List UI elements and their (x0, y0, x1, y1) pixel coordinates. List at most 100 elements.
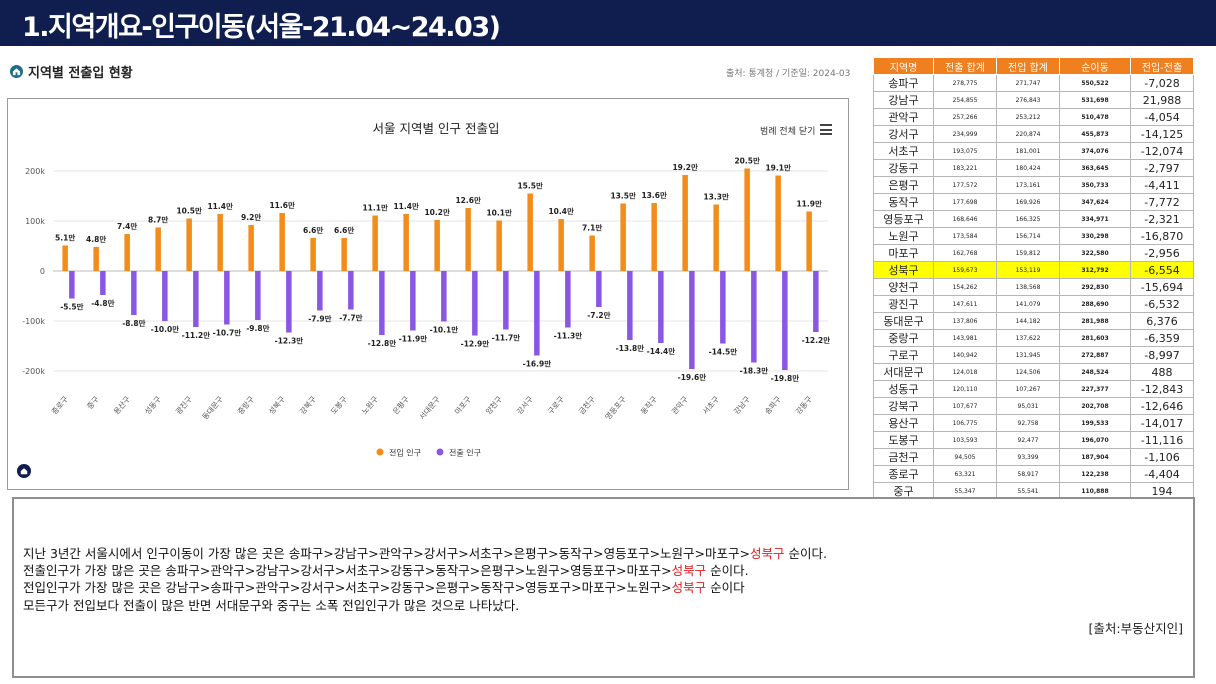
legend-out-marker (436, 448, 444, 456)
bar-in[interactable] (186, 218, 192, 272)
bar-out[interactable] (441, 271, 447, 322)
table-row: 양천구 154,262 138,568 292,830 -15,694 (873, 278, 1194, 296)
table-cell-diff: -6,532 (1130, 295, 1194, 313)
x-tick-label: 중구 (85, 394, 101, 410)
data-label: 10.5만 (176, 206, 202, 216)
bar-in[interactable] (434, 220, 440, 271)
bar-in[interactable] (806, 211, 812, 272)
bar-out[interactable] (224, 271, 230, 325)
table-cell-name: 동대문구 (873, 312, 934, 330)
bar-out[interactable] (720, 271, 726, 344)
table-cell-name: 동작구 (873, 193, 934, 211)
data-label: 10.4만 (548, 206, 574, 216)
table-cell-net: 334,971 (1059, 210, 1131, 228)
bar-out[interactable] (689, 271, 695, 369)
table-cell-out: 137,806 (933, 312, 997, 330)
bar-in[interactable] (217, 214, 223, 271)
data-label: 11.1만 (362, 203, 388, 213)
bar-out[interactable] (751, 271, 757, 363)
data-label: -4.8만 (91, 298, 114, 308)
bar-out[interactable] (503, 271, 509, 330)
bar-out[interactable] (596, 271, 602, 307)
chart-title: 서울 지역별 인구 전출입 (373, 121, 500, 136)
bar-out[interactable] (534, 271, 540, 356)
bar-in[interactable] (372, 215, 378, 272)
bar-in[interactable] (62, 245, 68, 272)
bar-in[interactable] (775, 175, 781, 272)
data-label: -7.7만 (339, 313, 362, 323)
x-tick-label: 동대문구 (200, 394, 225, 421)
bar-out[interactable] (379, 271, 385, 335)
table-cell-out: 147,611 (933, 295, 997, 313)
bar-in[interactable] (620, 203, 626, 272)
bar-out[interactable] (162, 271, 168, 321)
bar-in[interactable] (682, 175, 688, 271)
bar-out[interactable] (317, 271, 323, 311)
bar-in[interactable] (310, 238, 316, 271)
table-cell-in: 95,031 (996, 397, 1060, 415)
bar-in[interactable] (124, 234, 130, 271)
bar-in[interactable] (558, 219, 564, 271)
summary-line-4: 모든구가 전입보다 전출이 많은 반면 서대문구와 중구는 소폭 전입인구가 많… (23, 598, 520, 613)
data-label: -12.9만 (461, 339, 490, 349)
bar-in[interactable] (651, 203, 657, 271)
table-cell-out: 168,646 (933, 210, 997, 228)
bar-in[interactable] (496, 220, 502, 272)
bar-in[interactable] (403, 214, 409, 271)
x-tick-label: 마포구 (453, 394, 473, 416)
data-label: 13.5만 (610, 191, 636, 201)
table-cell-name: 중랑구 (873, 329, 934, 347)
table-row: 도봉구 103,593 92,477 196,070 -11,116 (873, 431, 1194, 449)
bar-in[interactable] (589, 235, 595, 272)
bar-in[interactable] (341, 238, 347, 271)
table-cell-net: 350,733 (1059, 176, 1131, 194)
bar-out[interactable] (472, 271, 478, 336)
bar-out[interactable] (782, 271, 788, 370)
table-cell-in: 153,119 (996, 261, 1060, 279)
chart-panel: 서울 지역별 인구 전출입 200k 100k 0 -100k -200k 5.1만 -5… (7, 98, 849, 490)
bar-out[interactable] (658, 271, 664, 343)
bar-in[interactable] (527, 193, 533, 272)
table-row: 용산구 106,775 92,758 199,533 -14,017 (873, 414, 1194, 432)
bar-out[interactable] (193, 271, 199, 327)
legend-toggle-button[interactable]: 범례 전체 닫기 (760, 127, 816, 137)
x-tick-label: 노원구 (360, 394, 380, 416)
bar-in[interactable] (465, 208, 471, 271)
table-row: 노원구 173,584 156,714 330,298 -16,870 (873, 227, 1194, 245)
bar-out[interactable] (348, 271, 354, 310)
table-cell-out: 257,266 (933, 108, 997, 126)
legend-in-label[interactable]: 전입 인구 (389, 448, 421, 458)
bar-in[interactable] (248, 225, 254, 271)
table-cell-name: 강서구 (873, 125, 934, 143)
bar-out[interactable] (100, 271, 106, 295)
table-cell-net: 227,377 (1059, 380, 1131, 398)
hamburger-menu-icon[interactable] (820, 124, 832, 135)
bar-out[interactable] (286, 271, 292, 333)
bar-in[interactable] (93, 247, 99, 271)
x-tick-label: 종로구 (50, 394, 70, 416)
chart-legend[interactable]: 전입 인구 전출 인구 (376, 448, 481, 458)
table-row: 강북구 107,677 95,031 202,708 -12,646 (873, 397, 1194, 415)
bar-out[interactable] (255, 271, 261, 320)
bar-in[interactable] (713, 204, 719, 272)
data-label: -10.7만 (213, 328, 242, 338)
table-cell-diff: -6,554 (1130, 261, 1194, 279)
table-cell-out: 177,698 (933, 193, 997, 211)
table-row: 송파구 278,775 271,747 550,522 -7,028 (873, 74, 1194, 92)
data-label: -5.5만 (60, 302, 83, 312)
data-label: -7.9만 (308, 314, 331, 324)
legend-out-label[interactable]: 전출 인구 (449, 448, 481, 458)
bar-in[interactable] (155, 227, 161, 272)
bar-out[interactable] (627, 271, 633, 340)
x-tick-label: 용산구 (111, 394, 132, 416)
bar-out[interactable] (131, 271, 137, 315)
data-label: -10.0만 (151, 324, 180, 334)
x-tick-label: 성북구 (267, 394, 287, 416)
bar-in[interactable] (279, 213, 285, 271)
district-table: 지역명 전출 합계 전입 합계 순이동 전입-전출 송파구 278,775 271,747 5… (873, 57, 1194, 500)
bar-out[interactable] (813, 271, 819, 332)
bar-out[interactable] (565, 271, 571, 328)
bar-out[interactable] (69, 271, 75, 299)
bar-out[interactable] (410, 271, 416, 331)
bar-in[interactable] (744, 168, 750, 272)
